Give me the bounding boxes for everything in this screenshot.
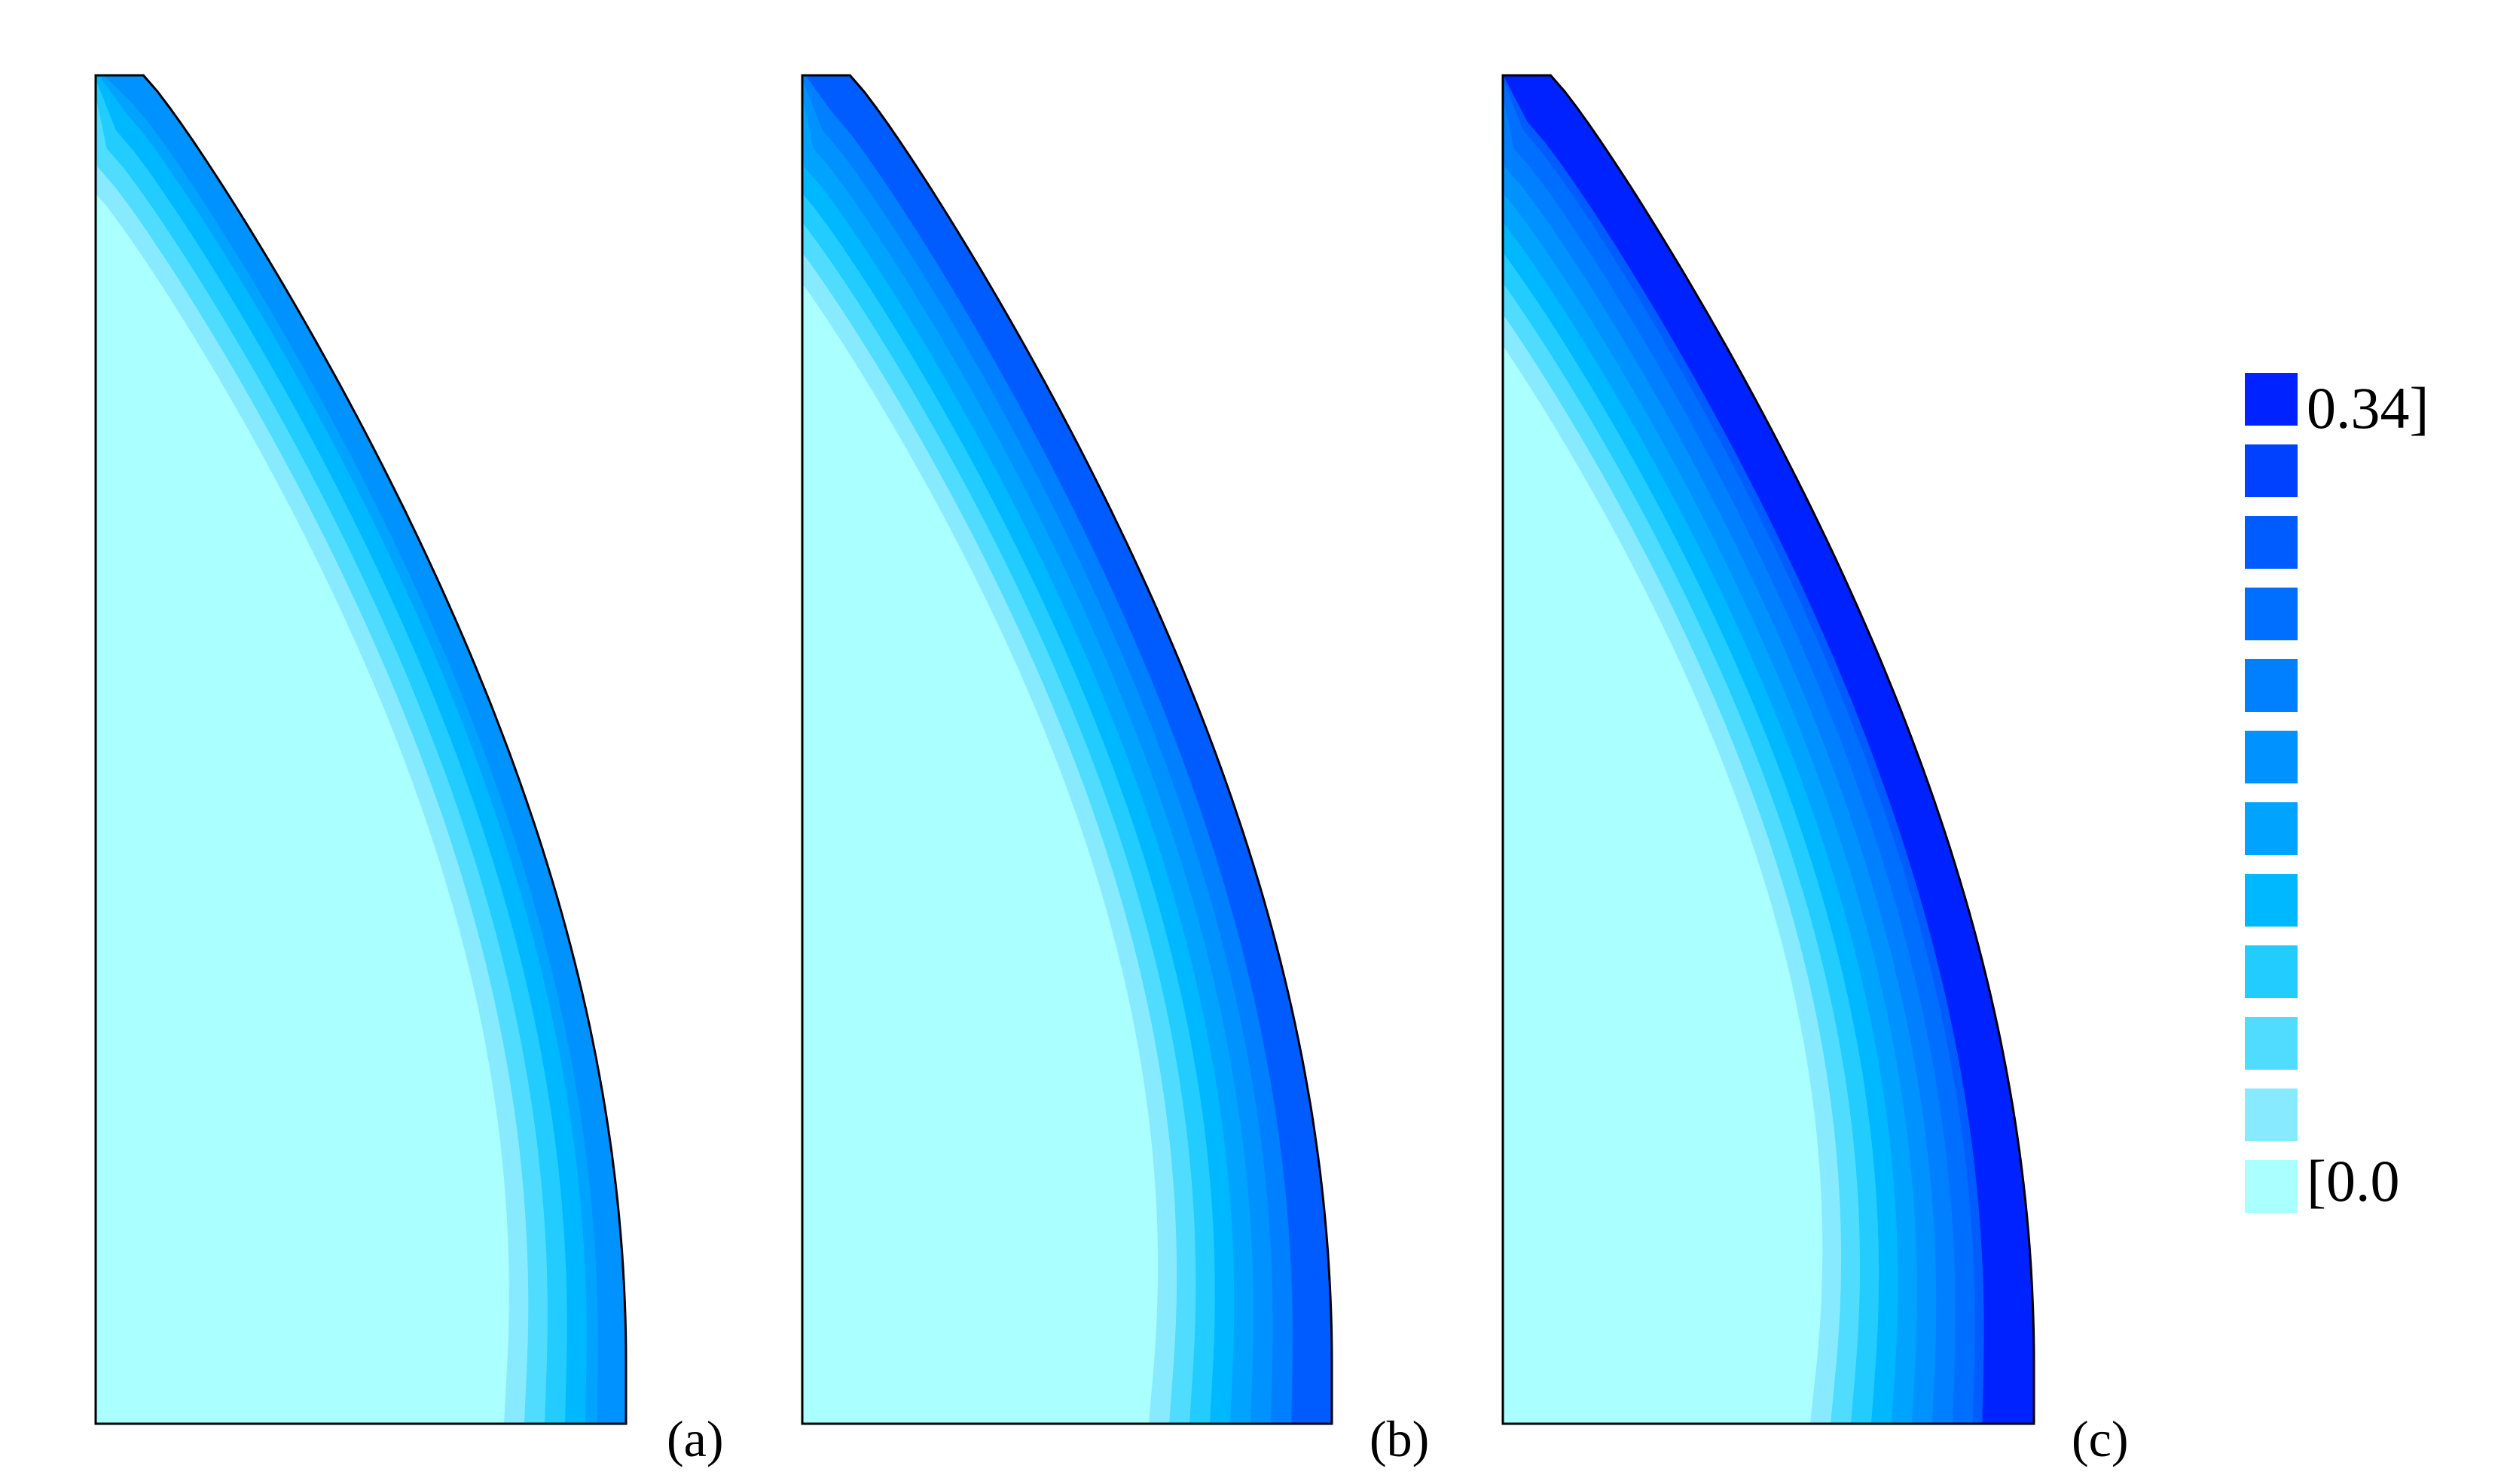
panel-label-b: (b) [1370,1410,1429,1467]
contour-panel-b [801,74,1333,1425]
legend-swatch-4 [2245,659,2298,712]
panel-outline-b [801,74,1333,1425]
legend-swatch-5 [2245,731,2298,783]
legend-swatch-7 [2245,874,2298,927]
panel-label-c: (c) [2072,1410,2128,1467]
legend-swatch-8 [2245,945,2298,998]
legend-swatch-2 [2245,516,2298,569]
panel-label-a: (a) [667,1410,723,1467]
legend-swatch-9 [2245,1017,2298,1070]
color-legend [2245,373,2298,1213]
legend-swatch-3 [2245,588,2298,640]
legend-swatch-11 [2245,1160,2298,1213]
contour-panel-c [1501,74,2035,1425]
legend-min-label: [0.0 [2307,1148,2399,1214]
panel-outline-c [1501,74,2035,1425]
legend-max-label: 0.34] [2307,375,2429,441]
legend-swatch-10 [2245,1089,2298,1141]
legend-swatch-0 [2245,373,2298,426]
legend-swatch-1 [2245,444,2298,497]
contour-panel-a [94,74,628,1425]
legend-swatch-6 [2245,802,2298,855]
panel-outline-a [94,74,628,1425]
